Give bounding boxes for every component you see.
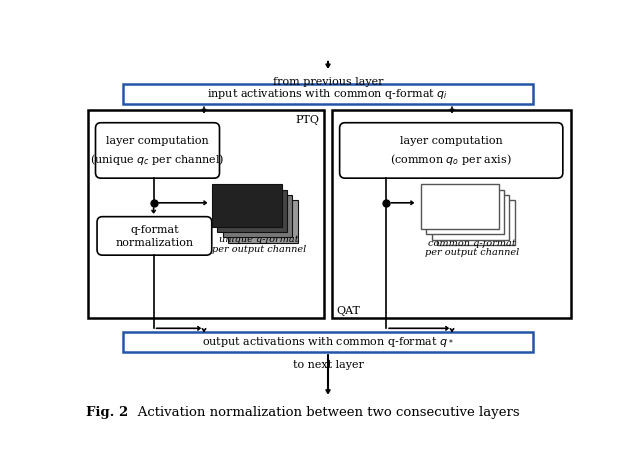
- Text: per output channel: per output channel: [424, 248, 519, 257]
- Text: layer computation: layer computation: [106, 136, 209, 146]
- Text: layer computation: layer computation: [400, 136, 502, 146]
- Text: per output channel: per output channel: [211, 245, 306, 253]
- Bar: [432, 195, 509, 240]
- Bar: [437, 201, 515, 245]
- Bar: [123, 332, 533, 352]
- Text: from previous layer: from previous layer: [273, 76, 383, 87]
- Text: unique q-format: unique q-format: [219, 235, 298, 244]
- Text: normalization: normalization: [115, 238, 193, 248]
- Bar: [217, 190, 287, 232]
- FancyBboxPatch shape: [95, 123, 220, 178]
- Bar: [212, 184, 282, 227]
- Bar: [223, 195, 292, 237]
- Text: (common $q_o$ per axis): (common $q_o$ per axis): [390, 152, 512, 167]
- Text: common q-format: common q-format: [428, 239, 516, 248]
- Bar: [88, 110, 324, 318]
- Text: Fig. 2: Fig. 2: [86, 406, 129, 419]
- Bar: [421, 184, 499, 229]
- Text: PTQ: PTQ: [296, 114, 319, 125]
- Bar: [123, 84, 533, 104]
- Text: q-format: q-format: [130, 225, 179, 235]
- Text: to next layer: to next layer: [292, 360, 364, 370]
- Text: input activations with common q‐format $q_i$: input activations with common q‐format $…: [207, 87, 449, 101]
- FancyBboxPatch shape: [340, 123, 563, 178]
- Text: output activations with common q-format $q_*$: output activations with common q-format …: [202, 335, 454, 349]
- Text: QAT: QAT: [337, 305, 360, 316]
- Bar: [426, 190, 504, 234]
- Bar: [228, 201, 298, 243]
- Bar: [332, 110, 571, 318]
- Text: (unique $q_c$ per channel): (unique $q_c$ per channel): [90, 152, 225, 167]
- Text: Activation normalization between two consecutive layers: Activation normalization between two con…: [125, 406, 520, 419]
- FancyBboxPatch shape: [97, 217, 212, 255]
